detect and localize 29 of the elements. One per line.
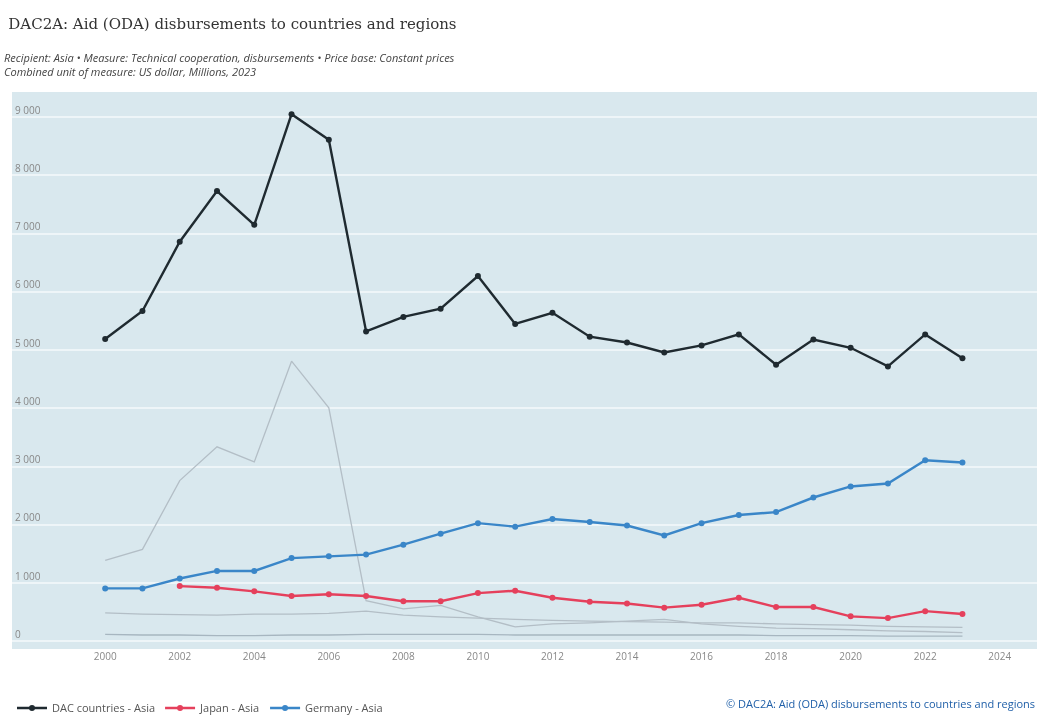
x-tick-label: 2024 bbox=[988, 649, 1012, 663]
x-tick-label: 2022 bbox=[913, 649, 937, 663]
y-tick-label: 5 000 bbox=[15, 335, 41, 350]
y-tick-label: 2 000 bbox=[15, 510, 41, 525]
chart-title: DAC2A: Aid (ODA) disbursements to countries and regions bbox=[8, 14, 457, 33]
legend-label: Japan - Asia bbox=[199, 700, 260, 716]
x-tick-label: 2010 bbox=[466, 649, 490, 663]
y-tick-label: 6 000 bbox=[15, 277, 41, 292]
text: © DAC2A: Aid (ODA) disbursements to countries and regions bbox=[726, 696, 1036, 711]
x-tick-label: 2002 bbox=[168, 649, 192, 663]
x-tick-label: 2012 bbox=[541, 649, 565, 663]
x-tick-label: 2004 bbox=[242, 649, 266, 663]
x-tick-label: 2016 bbox=[690, 649, 714, 663]
legend-label: Germany - Asia bbox=[305, 700, 383, 716]
x-tick-label: 2000 bbox=[93, 649, 117, 663]
y-tick-label: 9 000 bbox=[15, 102, 41, 117]
x-tick-label: 2008 bbox=[391, 649, 416, 663]
chart-subtitle: Recipient: Asia • Measure: Technical cooperation, disbursements • Price base: Constant prices Combined unit of measure: US dollar, Millions, 2023 bbox=[4, 50, 455, 80]
y-tick-label: 0 bbox=[15, 626, 21, 641]
x-tick-label: 2018 bbox=[764, 649, 788, 663]
y-tick-label: 7 000 bbox=[15, 219, 41, 234]
x-tick-label: 2006 bbox=[317, 649, 341, 663]
y-tick-label: 1 000 bbox=[15, 568, 41, 583]
legend-label: DAC countries - Asia bbox=[52, 700, 156, 716]
x-tick-label: 2014 bbox=[615, 649, 639, 663]
y-tick-label: 4 000 bbox=[15, 393, 41, 408]
y-tick-label: 8 000 bbox=[15, 160, 41, 175]
x-tick-label: 2020 bbox=[839, 649, 863, 663]
y-tick-label: 3 000 bbox=[15, 452, 41, 467]
